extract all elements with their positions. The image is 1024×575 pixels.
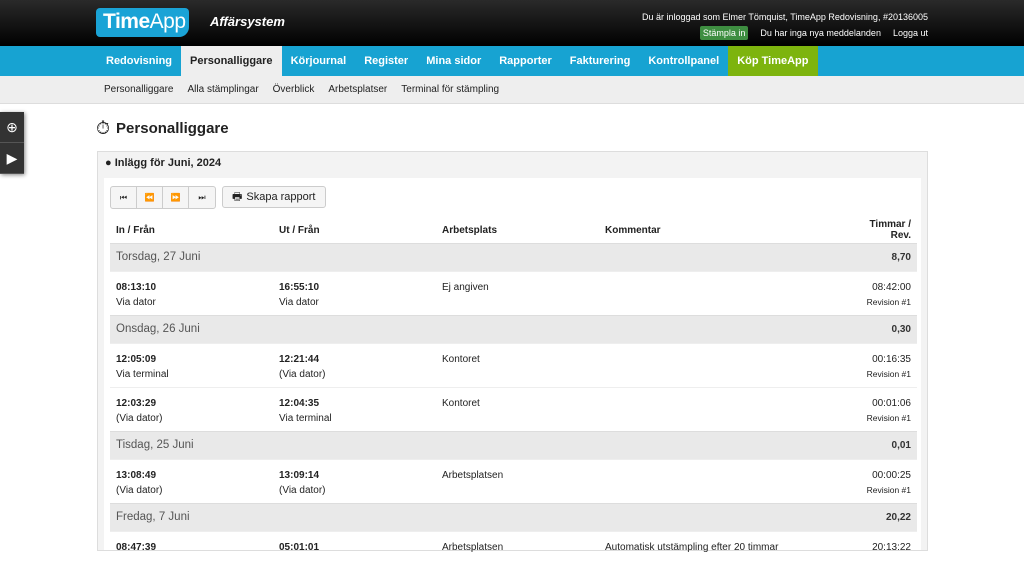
subnav-item[interactable]: Alla stämplingar bbox=[187, 84, 259, 95]
collapse-icon: ● bbox=[105, 157, 112, 169]
out-source: Via terminal bbox=[279, 412, 332, 424]
in-source: Via dator bbox=[116, 296, 156, 308]
out-time: 13:09:14 bbox=[279, 469, 320, 481]
duration: 00:16:35 bbox=[872, 353, 911, 365]
subnav-item[interactable]: Arbetsplatser bbox=[328, 84, 388, 95]
entry-row[interactable]: 08:13:10 Via dator 16:55:10 Via dator Ej ang… bbox=[110, 270, 917, 315]
day-total: 20,22 bbox=[849, 502, 917, 531]
entries-table: In / Från Ut / Från Arbetsplats Kommentar Ti… bbox=[110, 218, 917, 575]
in-time: 13:08:49 bbox=[116, 469, 157, 481]
nav-fakturering[interactable]: Fakturering bbox=[569, 55, 631, 67]
panel-header[interactable]: ● Inlägg för Juni, 2024 bbox=[105, 157, 222, 169]
day-row: Tisdag, 25 Juni 0,01 bbox=[110, 430, 917, 459]
subnav-item[interactable]: Överblick bbox=[272, 84, 315, 95]
day-label: Onsdag, 26 Juni bbox=[110, 314, 849, 343]
main-nav: Redovisning Personalliggare Körjournal Regi… bbox=[0, 46, 1024, 76]
day-label: Torsdag, 27 Juni bbox=[110, 242, 849, 271]
entry-row[interactable]: 08:47:39 05:01:01 Arbetsplatsen Automatisk … bbox=[110, 530, 917, 575]
day-label: Tisdag, 25 Juni bbox=[110, 430, 849, 459]
messages-link[interactable]: Du har inga nya meddelanden bbox=[760, 28, 881, 38]
workplace: Kontoret bbox=[442, 353, 480, 365]
nav-kontrollpanel[interactable]: Kontrollpanel bbox=[648, 55, 720, 67]
workplace: Ej angiven bbox=[442, 281, 489, 293]
play-icon[interactable]: ▶ bbox=[0, 143, 24, 174]
day-row: Fredag, 7 Juni 20,22 bbox=[110, 502, 917, 531]
out-source: (Via dator) bbox=[279, 484, 326, 496]
column-header[interactable]: Kommentar bbox=[605, 224, 661, 236]
workplace: Arbetsplatsen bbox=[442, 541, 504, 553]
revision-link: Revision #1 bbox=[866, 368, 911, 379]
revision-link: Revision #1 bbox=[866, 484, 911, 495]
nav-redovisning[interactable]: Redovisning bbox=[106, 55, 173, 67]
subnav-item[interactable]: Terminal för stämpling bbox=[401, 84, 500, 95]
out-source: (Via dator) bbox=[279, 368, 326, 380]
stopwatch-icon: ⏱ bbox=[96, 118, 111, 138]
duration: 00:01:06 bbox=[872, 397, 911, 409]
page-title: ⏱ Personalliggare bbox=[96, 118, 229, 138]
revision-link: Revision #1 bbox=[866, 296, 911, 307]
create-report-button[interactable]: 🖶 Skapa rapport bbox=[222, 186, 326, 208]
column-header[interactable]: In / Från bbox=[116, 224, 155, 236]
top-bar: TimeApp Affärsystem Du är inloggad som E… bbox=[0, 0, 1024, 46]
entries-panel: ● Inlägg för Juni, 2024 ⏮ ⏪ ⏩ ⏭ 🖶 Skapa r… bbox=[97, 151, 928, 575]
in-time: 12:05:09 bbox=[116, 353, 157, 365]
subnav-item[interactable]: Personalliggare bbox=[104, 84, 174, 95]
column-header[interactable]: Timmar / Rev. bbox=[869, 219, 912, 242]
in-time: 08:13:10 bbox=[116, 281, 157, 293]
day-total: 8,70 bbox=[849, 242, 917, 271]
column-header[interactable]: Ut / Från bbox=[279, 224, 320, 236]
out-source: Via dator bbox=[279, 296, 319, 308]
day-total: 0,01 bbox=[849, 430, 917, 459]
in-source: Via terminal bbox=[116, 368, 169, 380]
day-total: 0,30 bbox=[849, 314, 917, 343]
timeapp-logo[interactable]: TimeApp bbox=[96, 8, 189, 37]
duration: 08:42:00 bbox=[872, 281, 911, 293]
out-time: 12:04:35 bbox=[279, 397, 320, 409]
logged-in-text: Du är inloggad som Elmer Tömquist, TimeA… bbox=[642, 12, 928, 22]
duration: 20:13:22 bbox=[872, 541, 911, 553]
pagination-group: ⏮ ⏪ ⏩ ⏭ bbox=[110, 186, 216, 209]
out-time: 16:55:10 bbox=[279, 281, 320, 293]
sub-nav: Personalliggare Alla stämplingar Överblick… bbox=[0, 76, 1024, 104]
nav-register[interactable]: Register bbox=[364, 55, 409, 67]
nav-mina-sidor[interactable]: Mina sidor bbox=[426, 55, 482, 67]
user-info: Du är inloggad som Elmer Tömquist, TimeA… bbox=[642, 12, 928, 40]
out-time: 05:01:01 bbox=[279, 541, 320, 553]
nav-köp-timeapp[interactable]: Köp TimeApp bbox=[728, 46, 818, 76]
in-source: (Via dator) bbox=[116, 412, 163, 424]
prev-page-icon[interactable]: ⏪ bbox=[137, 187, 163, 208]
system-name: Affärsystem bbox=[210, 14, 285, 29]
logout-link[interactable]: Logga ut bbox=[892, 28, 928, 38]
side-toolbar: ⊕ ▶ bbox=[0, 112, 24, 174]
nav-rapporter[interactable]: Rapporter bbox=[499, 55, 552, 67]
day-row: Onsdag, 26 Juni 0,30 bbox=[110, 314, 917, 343]
entry-row[interactable]: 12:05:09 Via terminal 12:21:44 (Via dator) K… bbox=[110, 342, 917, 387]
workplace: Arbetsplatsen bbox=[442, 469, 504, 481]
nav-körjournal[interactable]: Körjournal bbox=[290, 55, 347, 67]
day-label: Fredag, 7 Juni bbox=[110, 502, 849, 531]
stampla-in-button[interactable]: Stämpla in bbox=[699, 26, 749, 40]
entry-row[interactable]: 12:03:29 (Via dator) 12:04:35 Via terminal K… bbox=[110, 386, 917, 431]
day-row: Torsdag, 27 Juni 8,70 bbox=[110, 242, 917, 271]
in-time: 12:03:29 bbox=[116, 397, 157, 409]
column-header[interactable]: Arbetsplats bbox=[442, 224, 498, 236]
revision-link: Revision #1 bbox=[866, 412, 911, 423]
entry-row[interactable]: 13:08:49 (Via dator) 13:09:14 (Via dator) Ar… bbox=[110, 458, 917, 503]
next-page-icon[interactable]: ⏩ bbox=[163, 187, 189, 208]
nav-personalliggare[interactable]: Personalliggare bbox=[181, 46, 282, 76]
comment: Automatisk utstämpling efter 20 timmar bbox=[605, 541, 779, 553]
last-page-icon[interactable]: ⏭ bbox=[198, 192, 206, 202]
printer-icon: 🖶 bbox=[232, 190, 243, 203]
duration: 00:00:25 bbox=[872, 469, 911, 481]
help-lifebuoy-icon[interactable]: ⊕ bbox=[0, 112, 24, 143]
out-time: 12:21:44 bbox=[279, 353, 320, 365]
in-time: 08:47:39 bbox=[116, 541, 157, 553]
first-page-icon[interactable]: ⏮ bbox=[111, 187, 137, 208]
workplace: Kontoret bbox=[442, 397, 480, 409]
in-source: (Via dator) bbox=[116, 484, 163, 496]
